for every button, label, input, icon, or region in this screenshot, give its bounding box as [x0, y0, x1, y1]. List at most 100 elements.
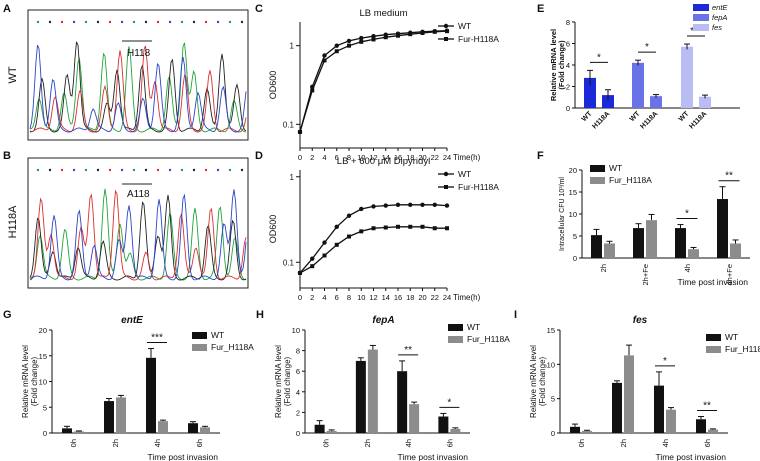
base-call-dot [204, 168, 208, 172]
x-tick-label: 4h [661, 439, 670, 447]
base-call-dot [180, 168, 184, 172]
x-tick-label: 0 [298, 293, 302, 302]
panel-letter-h: H [256, 309, 264, 321]
x-tick-label: WT [678, 110, 691, 123]
y-tick-label: 6 [296, 367, 300, 376]
bar [612, 382, 622, 433]
significance-mark: * [645, 42, 649, 53]
bar [730, 243, 741, 258]
bar [624, 355, 634, 433]
base-call-dot [144, 168, 148, 172]
base-call-dot [48, 20, 52, 24]
data-point [346, 38, 352, 44]
bar [699, 96, 711, 108]
x-axis-label: Time post invasion [397, 452, 468, 461]
base-call-dot [228, 168, 232, 172]
y-axis-label-unit: (Fold change) [283, 356, 292, 406]
panel-letter-f: F [537, 150, 544, 162]
x-tick-label: 6 [335, 293, 339, 302]
chromatogram-traces [29, 20, 247, 133]
legend-label: WT [467, 322, 480, 332]
chromatogram-wt: H118 [27, 9, 249, 141]
x-tick-label: 22 [431, 153, 439, 162]
trace-line [29, 41, 247, 133]
base-call-dot [60, 168, 64, 172]
bar [570, 426, 580, 433]
data-point [347, 43, 351, 48]
significance-mark: * [447, 397, 451, 408]
panel-letter-a: A [3, 3, 11, 15]
y-axis-label-unit: (Fold change) [557, 40, 566, 90]
base-call-dot [192, 20, 196, 24]
bar [591, 235, 602, 258]
x-tick-label: 0h [322, 439, 331, 447]
panel-letter-g: G [3, 309, 12, 321]
data-point [383, 203, 388, 208]
legend-marker [443, 23, 449, 29]
data-point [359, 35, 364, 41]
data-point [334, 43, 339, 48]
bar [717, 199, 728, 258]
legend-swatch [590, 177, 605, 184]
panel-letter-e: E [537, 3, 544, 15]
panel-letter-c: C [255, 3, 263, 15]
legend-swatch [590, 165, 605, 172]
y-tick-label: 8 [566, 18, 570, 27]
legend-label: WT [609, 163, 622, 173]
y-tick-label: 4 [296, 388, 300, 397]
x-tick-label: WT [581, 110, 594, 123]
legend-label: entE [712, 3, 728, 12]
data-point [420, 30, 425, 35]
base-call-dot [60, 20, 64, 24]
y-tick-label: 20 [39, 326, 47, 335]
legend-label: Fur_H118A [609, 175, 652, 185]
x-tick-label: 2h [363, 439, 372, 447]
bar [696, 419, 706, 433]
base-call-dot [156, 20, 160, 24]
y-axis-label: Relative mRNA level [274, 345, 283, 418]
growth-curve-dipyridyl: 0.110 2 4 6 8 10 12 14 16 18 20 22 24 Time(h)OD600LB … [268, 156, 499, 302]
x-tick-label: H118A [639, 110, 659, 130]
legend-swatch [693, 24, 709, 31]
series-line [299, 226, 447, 274]
x-tick-label: 10 [357, 153, 365, 162]
legend-label: Fur_H118A [467, 334, 510, 344]
y-axis-label: Relative mRNA level [549, 29, 558, 101]
base-call-dot [120, 168, 124, 172]
base-call-dot [132, 20, 136, 24]
legend-marker [443, 171, 449, 177]
series-line [299, 30, 448, 133]
trace-line [29, 45, 247, 133]
x-tick-label: 12 [369, 153, 377, 162]
base-call-dot [108, 168, 112, 172]
x-tick-label: WT [629, 110, 642, 123]
data-point [420, 224, 425, 229]
legend-label: fepA [712, 13, 727, 22]
y-tick-label: 0.1 [283, 258, 295, 267]
data-point [371, 226, 376, 231]
significance-mark: * [663, 356, 667, 367]
x-tick-label: 24 [443, 153, 451, 162]
x-tick-label: 4h+Fe [725, 264, 734, 285]
data-point [445, 226, 449, 231]
y-tick-label: 10 [547, 360, 555, 369]
data-point [346, 213, 352, 218]
bar [666, 409, 676, 433]
panel-letter-b: B [3, 150, 11, 162]
x-tick-label: 2h [599, 264, 608, 272]
x-tick-label: 2 [310, 153, 314, 162]
legend-label: Fur_H118A [725, 344, 760, 354]
base-call-dot [168, 168, 172, 172]
bar [650, 96, 662, 108]
x-tick-label: 8 [347, 153, 351, 162]
legend-swatch [693, 4, 709, 11]
bar [146, 357, 156, 433]
y-tick-label: 6 [566, 40, 570, 49]
x-tick-label: 4 [322, 153, 326, 162]
bar [62, 428, 72, 433]
y-tick-label: 0 [43, 429, 47, 438]
data-point [310, 256, 315, 261]
